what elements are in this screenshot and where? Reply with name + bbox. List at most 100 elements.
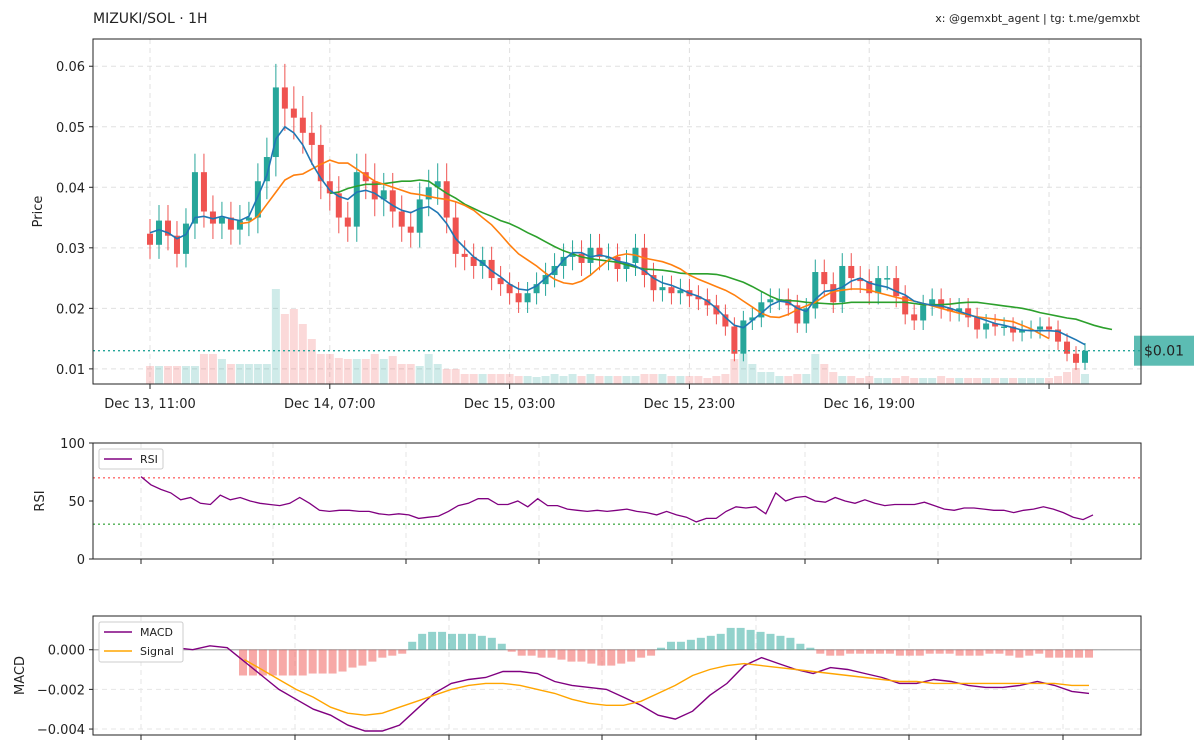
macd-histogram-bar (438, 631, 447, 650)
macd-histogram-bar (736, 627, 745, 650)
macd-ytick-label: −0.004 (37, 723, 85, 738)
macd-histogram-bar (448, 633, 457, 650)
macd-histogram-bar (1065, 649, 1074, 658)
macd-histogram-bar (268, 649, 277, 676)
volume-bar (442, 369, 451, 384)
macd-ytick-label: 0.000 (48, 644, 85, 659)
volume-bar (658, 374, 667, 384)
price-ylabel: Price (31, 196, 46, 228)
candle-body (1010, 326, 1017, 333)
volume-bar (730, 359, 739, 384)
macd-line (141, 645, 1090, 732)
volume-bar (604, 376, 613, 384)
volume-bar (289, 309, 298, 384)
volume-bar (451, 369, 460, 384)
candle-body (587, 247, 594, 263)
volume-bar (811, 354, 820, 384)
volume-bar (262, 364, 271, 384)
volume-bar (307, 339, 316, 384)
macd-histogram-bar (925, 649, 934, 654)
candle-body (434, 181, 441, 188)
macd-histogram-bar (746, 629, 755, 650)
macd-histogram-bar (915, 649, 924, 656)
candle-body (596, 247, 603, 257)
macd-histogram-bar (786, 637, 795, 650)
volume-bar (622, 376, 631, 384)
volume-bar (478, 374, 487, 384)
macd-histogram-bar (308, 649, 317, 674)
macd-histogram-bar (1035, 649, 1044, 654)
candle-body (425, 187, 432, 200)
price-xtick-label: Dec 13, 11:00 (104, 397, 196, 412)
volume-bar (766, 372, 775, 384)
price-ytick-label: 0.06 (56, 60, 85, 75)
rsi-plot-area (93, 443, 1141, 559)
volume-bar (739, 354, 748, 384)
volume-bar (397, 364, 406, 384)
volume-bar (748, 364, 757, 384)
volume-bar (694, 376, 703, 384)
macd-histogram-bar (1005, 649, 1014, 656)
price-xtick-label: Dec 16, 19:00 (823, 397, 915, 412)
volume-bar (235, 364, 244, 384)
price-ytick-label: 0.05 (56, 121, 85, 136)
macd-histogram-bar (1045, 649, 1054, 658)
macd-histogram-bar (856, 649, 865, 654)
volume-bar (595, 376, 604, 384)
candle-body (506, 284, 513, 294)
volume-bar (1063, 372, 1072, 384)
signal-line (244, 658, 1089, 716)
macd-histogram-bar (1055, 649, 1064, 658)
volume-bar (244, 364, 253, 384)
volume-bar (316, 354, 325, 384)
price-ytick-label: 0.01 (56, 363, 85, 378)
volume-bar (874, 378, 883, 384)
macd-histogram-bar (875, 649, 884, 654)
macd-histogram-bar (776, 635, 785, 650)
macd-histogram-bar (1075, 649, 1084, 658)
macd-histogram-bar (666, 641, 675, 650)
volume-bar (586, 374, 595, 384)
candle-body (389, 190, 396, 212)
price-ytick-label: 0.03 (56, 242, 85, 257)
macd-histogram-bar (338, 649, 347, 672)
volume-bar (793, 374, 802, 384)
volume-bar (982, 378, 991, 384)
price-ytick-label: 0.04 (56, 181, 85, 196)
macd-histogram-bar (587, 649, 596, 664)
candle-body (758, 302, 765, 318)
macd-histogram-bar (537, 649, 546, 658)
macd-histogram-bar (975, 649, 984, 656)
macd-histogram-bar (696, 637, 705, 650)
volume-bar (685, 376, 694, 384)
macd-histogram-bar (866, 649, 875, 654)
volume-bar (280, 314, 289, 384)
volume-bar (469, 374, 478, 384)
volume-bar (253, 364, 262, 384)
volume-bar (712, 376, 721, 384)
candle-body (947, 308, 954, 312)
macd-histogram-bar (368, 649, 377, 662)
candle-body (227, 217, 234, 230)
candle-body (335, 193, 342, 218)
macd-histogram-bar (408, 641, 417, 650)
candle-body (992, 323, 999, 327)
volume-bar (757, 372, 766, 384)
candle-body (857, 278, 864, 282)
volume-bar (433, 364, 442, 384)
candle-body (740, 320, 747, 354)
volume-bar (577, 376, 586, 384)
candle-body (488, 259, 495, 279)
candle-body (668, 287, 675, 294)
volume-bar (910, 378, 919, 384)
candle-body (749, 317, 756, 321)
volume-bar (415, 366, 424, 384)
macd-histogram-bar (378, 649, 387, 658)
macd-histogram-bar (885, 649, 894, 654)
candle-body (920, 305, 927, 321)
volume-bar (559, 376, 568, 384)
macd-histogram-bar (497, 643, 506, 650)
macd-frame (92, 615, 1142, 736)
volume-bar (937, 376, 946, 384)
candle-body (1082, 350, 1088, 363)
